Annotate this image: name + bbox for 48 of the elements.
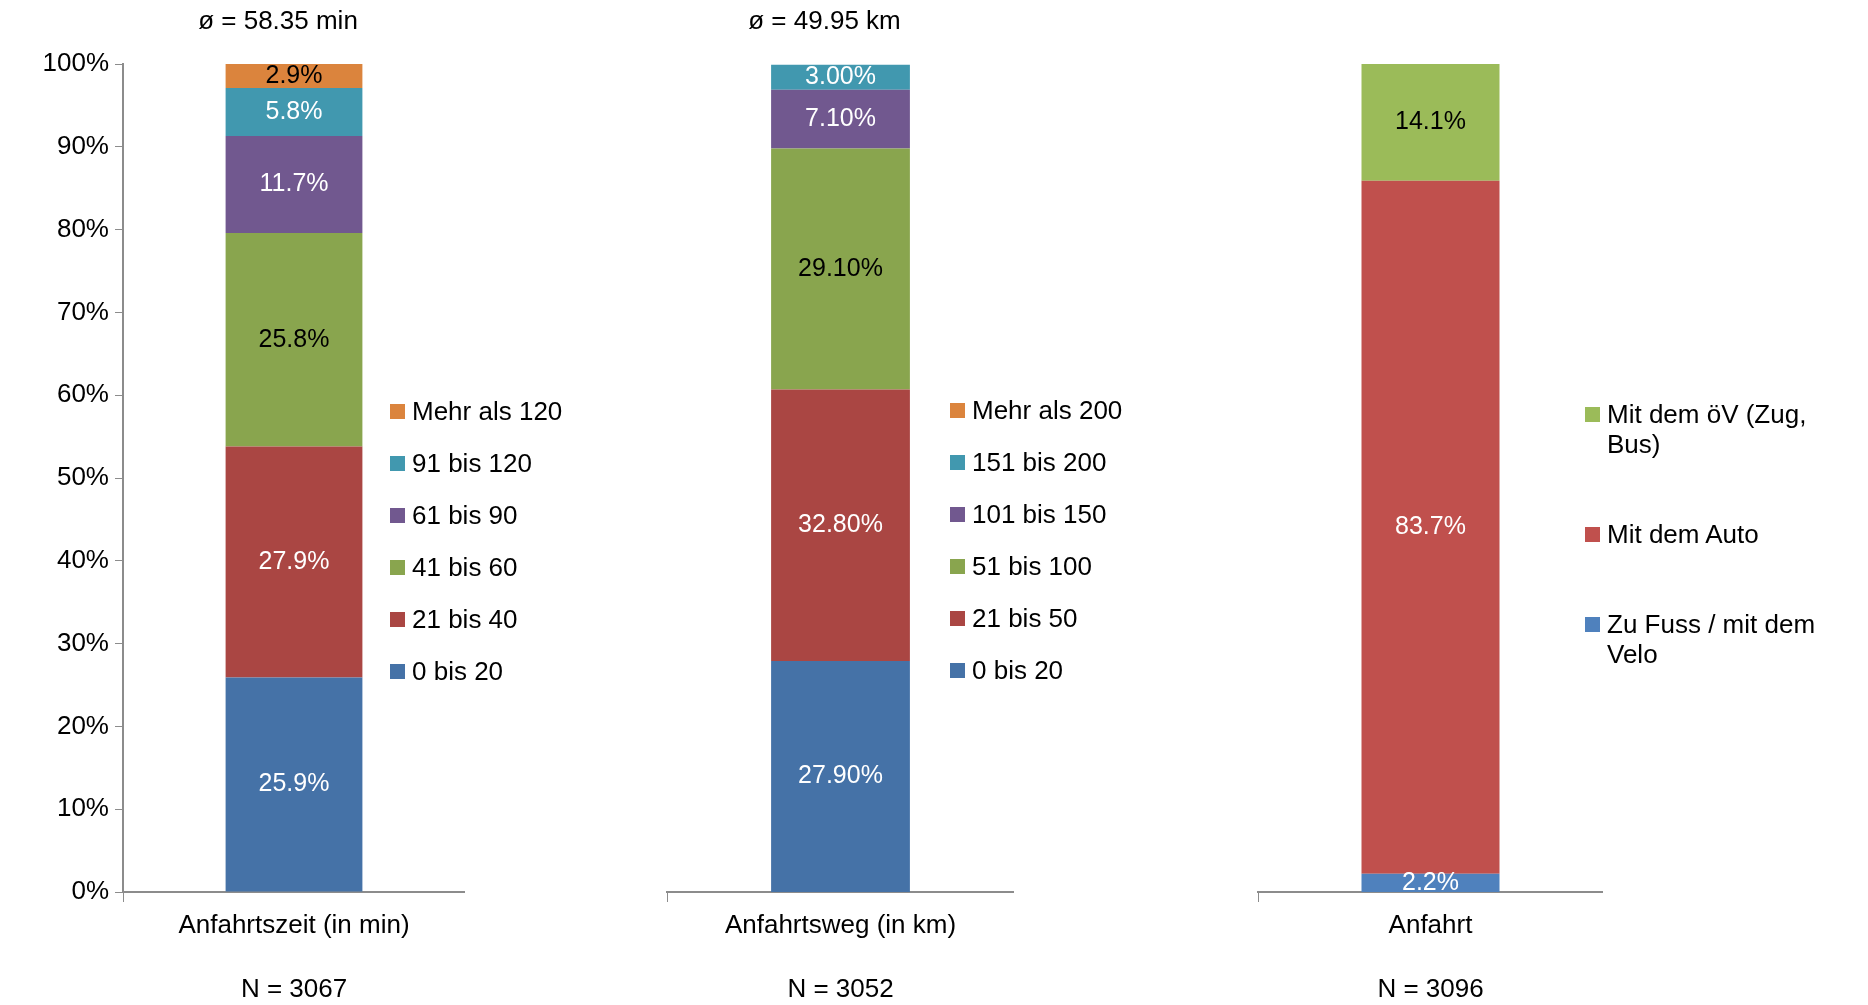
data-label: 27.90% bbox=[798, 760, 883, 789]
chart-title: ø = 58.35 min bbox=[198, 5, 358, 36]
legend-label: 0 bis 20 bbox=[412, 656, 504, 686]
data-label: 14.1% bbox=[1395, 106, 1466, 135]
y-tick-label: 80% bbox=[56, 212, 109, 243]
x-tick-label: Anfahrtsweg (in km) bbox=[724, 908, 957, 939]
y-tick-label: 40% bbox=[56, 543, 109, 574]
data-label: 2.9% bbox=[265, 59, 323, 88]
legend-label: Mit dem öV (Zug, Bus) bbox=[1607, 398, 1808, 459]
y-tick-label: 90% bbox=[56, 129, 109, 160]
legend-label: 151 bis 200 bbox=[972, 447, 1107, 477]
legend-label: 21 bis 50 bbox=[972, 603, 1078, 633]
y-tick-label: 100% bbox=[42, 47, 109, 78]
y-tick-label: 20% bbox=[56, 709, 109, 740]
data-label: 29.10% bbox=[798, 252, 883, 281]
data-label: 27.9% bbox=[258, 545, 330, 574]
data-label: 83.7% bbox=[1395, 511, 1466, 540]
data-label: 25.8% bbox=[258, 323, 330, 352]
data-label: 11.7% bbox=[259, 168, 329, 197]
chart-title: ø = 49.95 km bbox=[748, 5, 901, 36]
data-label: 7.10% bbox=[805, 102, 876, 131]
text: N = 3096 bbox=[1377, 973, 1484, 1004]
data-label: 32.80% bbox=[798, 509, 883, 538]
data-label: 3.00% bbox=[805, 61, 876, 90]
y-tick-label: 10% bbox=[56, 792, 109, 823]
legend-label: 61 bis 90 bbox=[412, 500, 518, 530]
legend-label: 101 bis 150 bbox=[972, 499, 1107, 529]
y-tick-label: 50% bbox=[56, 461, 109, 492]
legend-label: Mehr als 200 bbox=[972, 395, 1123, 425]
legend-label: 41 bis 60 bbox=[412, 552, 518, 582]
legend-label: 51 bis 100 bbox=[972, 551, 1092, 581]
text: N = 3052 bbox=[787, 973, 894, 1004]
y-tick-label: 70% bbox=[56, 295, 109, 326]
y-tick-label: 30% bbox=[56, 626, 109, 657]
legend-label: 21 bis 40 bbox=[412, 604, 518, 634]
text: N = 3067 bbox=[240, 973, 348, 1004]
y-tick-label: 60% bbox=[56, 378, 109, 409]
x-tick-label: Anfahrt bbox=[1388, 908, 1474, 939]
data-label: 25.9% bbox=[258, 768, 330, 797]
y-tick-label: 0% bbox=[71, 875, 109, 906]
data-label: 2.2% bbox=[1402, 866, 1459, 895]
legend-label: 0 bis 20 bbox=[972, 655, 1064, 685]
legend-label: Mehr als 120 bbox=[412, 396, 563, 426]
data-label: 5.8% bbox=[265, 95, 323, 124]
legend-label: Mit dem Auto bbox=[1607, 518, 1759, 549]
x-tick-label: Anfahrtszeit (in min) bbox=[178, 908, 410, 939]
legend-label: 91 bis 120 bbox=[412, 448, 532, 478]
legend-label: Zu Fuss / mit dem Velo bbox=[1607, 608, 1817, 669]
